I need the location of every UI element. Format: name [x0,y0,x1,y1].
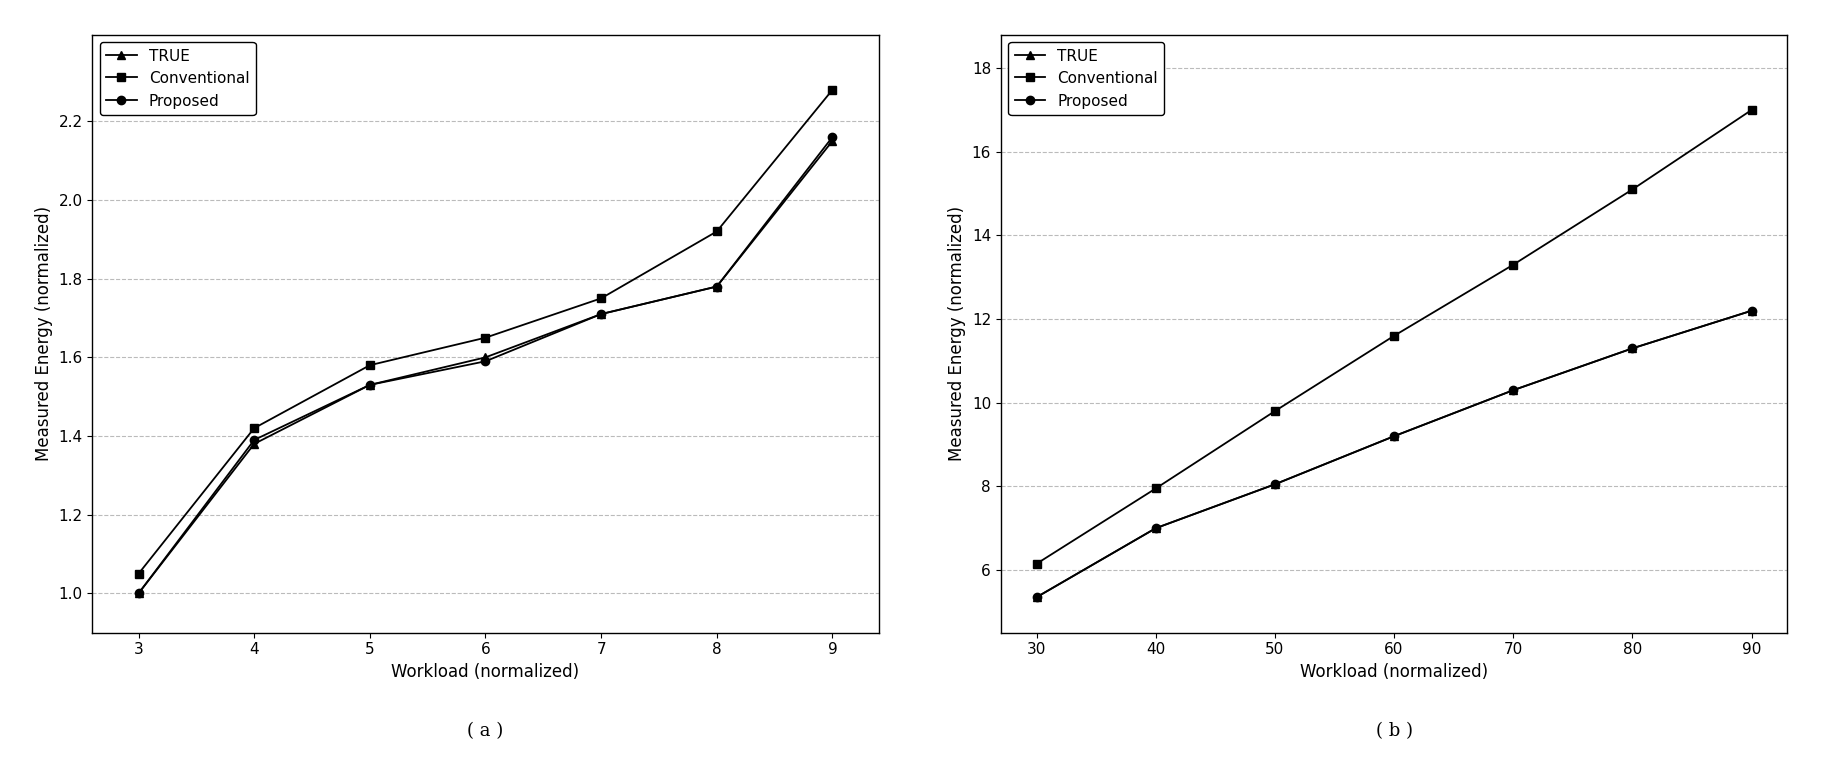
Proposed [1264,480,1286,489]
TRUE [822,136,844,146]
TRUE [1144,524,1166,533]
Line: Conventional: Conventional [135,86,836,578]
Conventional [1383,331,1405,340]
TRUE [1383,432,1405,441]
X-axis label: Workload (normalized): Workload (normalized) [1299,663,1489,681]
Proposed [822,133,844,142]
Line: TRUE: TRUE [1033,307,1756,601]
TRUE [128,589,149,598]
TRUE [244,439,266,449]
TRUE [474,353,496,362]
Conventional [244,423,266,432]
Proposed [705,282,727,291]
Proposed [244,436,266,445]
X-axis label: Workload (normalized): Workload (normalized) [392,663,579,681]
TRUE [359,381,381,390]
Conventional [1622,184,1643,194]
Legend: TRUE, Conventional, Proposed: TRUE, Conventional, Proposed [1008,43,1164,115]
Proposed [1383,432,1405,441]
Line: Proposed: Proposed [1033,307,1756,601]
TRUE [1622,344,1643,353]
Conventional [1503,260,1525,270]
Conventional [128,569,149,578]
Conventional [474,333,496,343]
Y-axis label: Measured Energy (normalized): Measured Energy (normalized) [35,206,53,461]
TRUE [1026,593,1048,602]
Conventional [1264,406,1286,415]
TRUE [1740,306,1762,315]
TRUE [590,309,612,319]
Line: Proposed: Proposed [135,133,836,598]
Proposed [1622,344,1643,353]
Conventional [822,85,844,95]
Text: ( b ): ( b ) [1376,722,1412,740]
Proposed [359,381,381,390]
TRUE [705,282,727,291]
Y-axis label: Measured Energy (normalized): Measured Energy (normalized) [947,206,966,461]
Legend: TRUE, Conventional, Proposed: TRUE, Conventional, Proposed [100,43,255,115]
Proposed [1144,524,1166,533]
Proposed [128,589,149,598]
Conventional [1144,484,1166,493]
Proposed [590,309,612,319]
Conventional [1740,105,1762,115]
Proposed [1026,593,1048,602]
Conventional [359,360,381,370]
Proposed [1740,306,1762,315]
Line: TRUE: TRUE [135,136,836,598]
TRUE [1503,385,1525,394]
Proposed [474,356,496,366]
Conventional [590,294,612,303]
Proposed [1503,385,1525,394]
TRUE [1264,480,1286,489]
Conventional [1026,559,1048,568]
Conventional [705,227,727,236]
Line: Conventional: Conventional [1033,106,1756,568]
Text: ( a ): ( a ) [468,722,503,740]
